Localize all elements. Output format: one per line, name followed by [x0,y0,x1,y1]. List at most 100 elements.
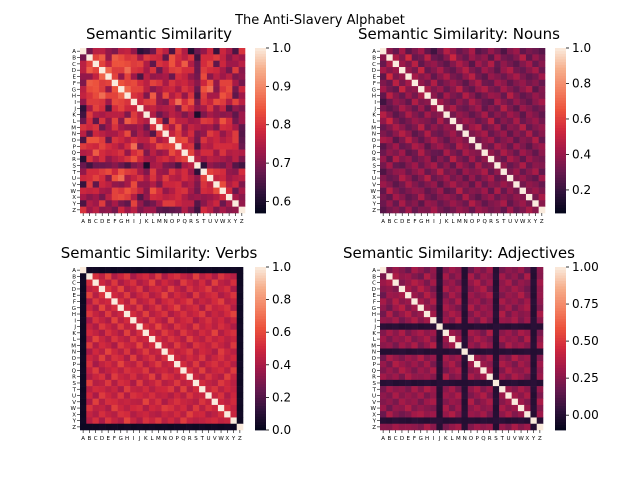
heatmap-cell [142,417,150,425]
y-tick-label: K [72,331,76,337]
heatmap-cell [430,79,438,87]
heatmap-cell [162,86,170,93]
heatmap-cell [437,79,444,87]
heatmap-cell [86,392,93,399]
heatmap-cell [187,206,195,214]
heatmap-cell [99,54,106,61]
colorbar-segment [555,48,566,52]
heatmap-cell [386,404,393,412]
heatmap-cell [430,292,437,299]
heatmap-cell [423,342,431,349]
heatmap-cell [117,292,125,299]
heatmap-cell [217,398,225,406]
heatmap-cell [194,48,201,55]
heatmap-cell [468,54,476,61]
heatmap-cell [411,143,419,150]
heatmap-cell [467,348,475,356]
heatmap-cell [98,329,106,337]
heatmap-cell [480,292,487,299]
heatmap-cell [175,136,182,144]
colorbar-segment [255,210,266,214]
heatmap-cell [98,423,106,431]
heatmap-cell [474,404,481,412]
heatmap-cell [455,323,462,330]
heatmap-cell [187,73,195,81]
heatmap-cell [405,310,412,318]
heatmap-cell [532,155,539,163]
heatmap-cell [418,168,425,176]
heatmap-cell [105,323,112,330]
heatmap-cell [500,67,508,74]
heatmap-cell [456,162,463,169]
heatmap-cell [186,329,194,337]
heatmap-cell [532,79,539,87]
heatmap-cell [380,181,387,188]
heatmap-cell [392,60,400,68]
heatmap-cell [436,411,443,418]
heatmap-cell [480,417,487,425]
heatmap-cell [92,200,100,207]
heatmap-cell [386,60,393,68]
heatmap-cell [143,143,151,150]
heatmap-cell [206,174,214,182]
heatmap-cell [467,361,475,368]
heatmap-cell [99,136,106,144]
heatmap-cell [200,130,208,138]
heatmap-cell [443,174,451,182]
heatmap-cell [175,174,182,182]
heatmap-cell [167,292,175,299]
heatmap-cell [92,292,100,299]
heatmap-cell [168,168,176,176]
heatmap-cell [449,48,457,55]
heatmap-cell [500,155,508,163]
heatmap-cell [424,60,432,68]
heatmap-cell [499,417,506,425]
colorbar-segment [255,391,266,396]
heatmap-cell [499,367,506,374]
heatmap-cell [380,379,387,387]
heatmap-cell [449,193,457,201]
heatmap-cell [474,310,481,318]
heatmap-cell [99,111,106,119]
heatmap-cell [180,335,187,343]
colorbar-segment [255,277,266,281]
heatmap-cell [199,310,206,318]
heatmap-cell [211,423,219,431]
heatmap-cell [181,67,189,74]
heatmap-cell [130,130,138,138]
heatmap-cell [117,273,125,280]
heatmap-cell [532,206,539,214]
y-tick-label: C [372,62,376,68]
heatmap-cell [156,48,163,55]
heatmap-cell [398,279,406,287]
heatmap-cell [149,200,157,207]
x-tick-label: U [508,219,512,225]
heatmap-cell [519,79,527,87]
y-tick-label: V [72,400,76,406]
colorbar-segment [555,359,566,363]
heatmap-cell [155,386,162,393]
heatmap-cell [424,54,432,61]
heatmap-cell [405,323,412,330]
heatmap-cell [386,117,393,125]
x-tick-label: S [496,219,500,225]
y-tick-label: U [72,176,76,182]
heatmap-cell [524,323,531,330]
heatmap-cell [118,67,125,74]
heatmap-cell [186,417,194,425]
heatmap-cell [500,130,508,138]
heatmap-cell [411,379,418,387]
colorbar-segment [555,114,566,118]
heatmap-cell [192,279,200,287]
heatmap-cell [200,105,208,112]
colorbar-segment [255,116,266,120]
heatmap-cell [436,386,443,393]
heatmap-cell [156,124,163,131]
heatmap-cell [123,354,131,362]
heatmap-cell [411,193,419,201]
heatmap-cell [117,386,125,393]
heatmap-cell [143,124,151,131]
heatmap-cell [130,143,138,150]
heatmap-cell [443,67,451,74]
heatmap-cell [475,206,482,214]
